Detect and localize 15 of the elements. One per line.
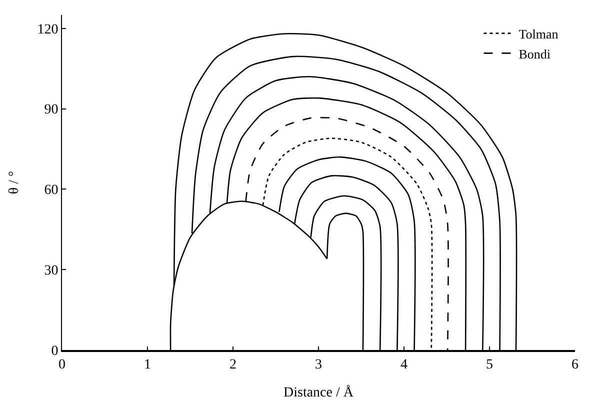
y-tick-label: 60 bbox=[44, 183, 58, 198]
x-tick-label: 6 bbox=[572, 358, 578, 373]
y-tick-label: 120 bbox=[37, 22, 58, 38]
legend-label: Bondi bbox=[518, 46, 551, 62]
x-tick-label: 3 bbox=[315, 358, 322, 373]
x-axis-title: Distance / Å bbox=[284, 384, 354, 400]
x-tick-label: 1 bbox=[144, 358, 151, 373]
x-tick-label: 5 bbox=[486, 358, 493, 373]
legend-label: Tolman bbox=[518, 26, 559, 42]
x-tick-label: 4 bbox=[400, 358, 408, 373]
y-tick-label: 30 bbox=[44, 264, 58, 278]
x-tick-label: 2 bbox=[230, 358, 236, 373]
y-tick-label: 90 bbox=[44, 102, 58, 118]
y-axis-title: θ / ° bbox=[6, 170, 22, 194]
y-tick-label: 0 bbox=[51, 344, 58, 359]
